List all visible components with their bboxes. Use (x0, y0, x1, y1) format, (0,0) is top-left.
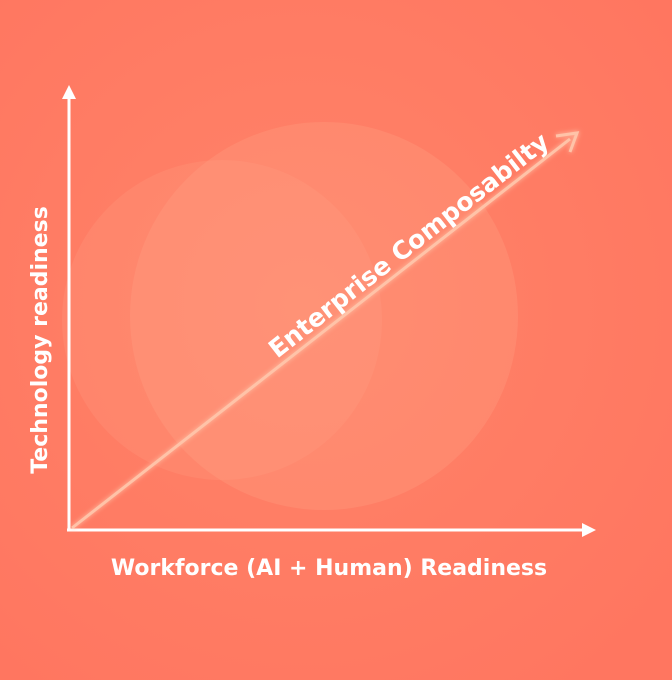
arrow-right-icon (582, 523, 596, 537)
x-axis (67, 523, 596, 537)
arrow-up-icon (62, 85, 76, 99)
diagonal-arrow (71, 131, 580, 530)
y-axis (62, 85, 76, 531)
y-axis-label: Technology readiness (28, 206, 53, 474)
small-circle (62, 160, 382, 480)
large-circle (130, 122, 518, 510)
x-axis-label: Workforce (AI + Human) Readiness (111, 556, 547, 581)
